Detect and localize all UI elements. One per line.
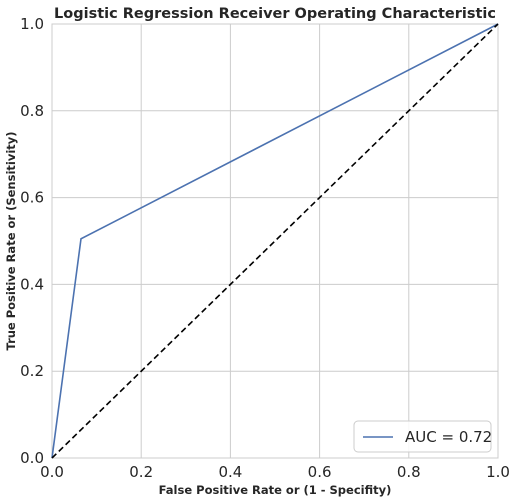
y-axis-ticks: 0.0 0.2 0.4 0.6 0.8 1.0 [20, 15, 44, 467]
y-tick-label: 0.8 [20, 102, 44, 120]
series-lines [51, 23, 499, 459]
y-tick-label: 0.0 [20, 449, 44, 467]
x-axis-ticks: 0.0 0.2 0.4 0.6 0.8 1.0 [40, 463, 510, 481]
legend: AUC = 0.72 [353, 420, 492, 453]
y-tick-label: 0.6 [20, 189, 44, 207]
roc-curve [51, 23, 499, 459]
x-tick-label: 1.0 [486, 463, 510, 481]
y-tick-label: 1.0 [20, 15, 44, 33]
chart-title: Logistic Regression Receiver Operating C… [54, 6, 496, 22]
legend-box [353, 420, 492, 453]
plot-area [51, 23, 499, 459]
grid [51, 23, 499, 459]
x-tick-label: 0.0 [40, 463, 64, 481]
legend-entry-auc: AUC = 0.72 [405, 428, 492, 446]
x-tick-label: 0.8 [397, 463, 421, 481]
y-tick-label: 0.4 [20, 275, 44, 293]
baseline-diagonal [51, 23, 499, 459]
x-tick-label: 0.6 [308, 463, 332, 481]
x-axis-label: False Positive Rate or (1 - Specifity) [159, 483, 392, 497]
y-axis-label: True Positive Rate or (Sensitivity) [4, 131, 18, 350]
x-tick-label: 0.2 [129, 463, 153, 481]
y-tick-label: 0.2 [20, 362, 44, 380]
x-tick-label: 0.4 [218, 463, 242, 481]
